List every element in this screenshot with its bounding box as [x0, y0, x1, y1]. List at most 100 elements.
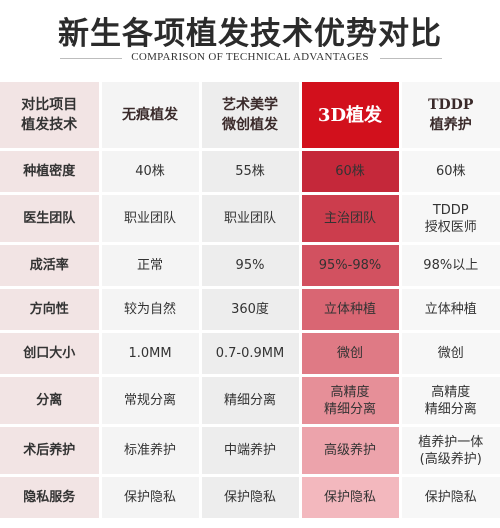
subtitle-rule-right: [380, 58, 442, 59]
cell-line: 98%以上: [423, 258, 479, 273]
cell-line: 60株: [335, 164, 365, 179]
row-label: 分离: [0, 375, 102, 427]
cell-3d: 立体种植: [300, 287, 402, 333]
cell-line: 授权医师: [424, 219, 477, 235]
cell-wuhen: 1.0MM: [100, 331, 202, 377]
cell-wuhen: 40株: [100, 149, 202, 195]
header-col-wuhen: 无痕植发: [100, 82, 202, 151]
table-row: 种植密度 40株 55株 60株 60株: [0, 149, 500, 195]
row-label: 方向性: [0, 287, 102, 333]
cell-wuhen: 标准养护: [100, 425, 202, 477]
table-row: 创口大小 1.0MM 0.7-0.9MM 微创 微创: [0, 331, 500, 377]
cell-3d: 95%-98%: [300, 243, 402, 289]
cell-3d: 微创: [300, 331, 402, 377]
header-label-cell: 对比项目 植发技术: [0, 82, 102, 151]
cell-yishu: 360度: [200, 287, 302, 333]
table-row: 分离 常规分离 精细分离 高精度 精细分离 高精度 精细分离: [0, 375, 500, 427]
cell-yishu: 保护隐私: [200, 475, 302, 521]
subtitle-rule-left: [60, 58, 122, 59]
cell-line: (高级养护): [419, 451, 482, 467]
cell-line: 标准养护: [123, 443, 176, 458]
cell-line: 主治团队: [323, 211, 376, 226]
table-row: 方向性 较为自然 360度 立体种植 立体种植: [0, 287, 500, 333]
header-col-tddp: TDDP 植养护: [400, 82, 500, 151]
cell-3d: 高级养护: [300, 425, 402, 477]
table-row: 成活率 正常 95% 95%-98% 98%以上: [0, 243, 500, 289]
cell-line: 保护隐私: [323, 490, 376, 505]
cell-wuhen: 保护隐私: [100, 475, 202, 521]
cell-line: TDDP: [428, 97, 474, 113]
subtitle-row: COMPARISON OF TECHNICAL ADVANTAGES: [0, 51, 500, 65]
cell-3d: 保护隐私: [300, 475, 402, 521]
cell-line: 艺术美学: [222, 97, 278, 113]
cell-line: 无痕植发: [122, 107, 178, 123]
cell-wuhen: 常规分离: [100, 375, 202, 427]
cell-line: 保护隐私: [424, 490, 477, 505]
cell-line: 植养护一体: [418, 434, 484, 450]
cell-line: 高精度: [431, 384, 471, 400]
cell-line: 0.7-0.9MM: [215, 346, 285, 361]
cell-line: 保护隐私: [223, 490, 276, 505]
cell-tddp: 保护隐私: [400, 475, 500, 521]
row-label: 医生团队: [0, 193, 102, 245]
row-label: 隐私服务: [0, 475, 102, 521]
cell-line: 对比项目: [21, 97, 78, 113]
cell-line: 高精度: [330, 384, 370, 400]
header-col-3d: 3D植发: [300, 82, 402, 151]
cell-line: 职业团队: [123, 211, 176, 226]
cell-line: 植发技术: [21, 117, 78, 133]
cell-wuhen: 职业团队: [100, 193, 202, 245]
cell-tddp: TDDP 授权医师: [400, 193, 500, 245]
table-row: 医生团队 职业团队 职业团队 主治团队 TDDP 授权医师: [0, 193, 500, 245]
cell-line: 植养护: [429, 117, 472, 133]
cell-tddp: 高精度 精细分离: [400, 375, 500, 427]
cell-line: 高级养护: [323, 443, 376, 458]
cell-wuhen: 正常: [100, 243, 202, 289]
cell-yishu: 95%: [200, 243, 302, 289]
cell-line: 微创: [336, 346, 363, 361]
cell-tddp: 98%以上: [400, 243, 500, 289]
cell-line: 精细分离: [323, 401, 376, 417]
row-label: 成活率: [0, 243, 102, 289]
cell-line: 精细分离: [223, 393, 276, 408]
cell-line: 常规分离: [123, 393, 176, 408]
cell-3d: 高精度 精细分离: [300, 375, 402, 427]
page-subtitle: COMPARISON OF TECHNICAL ADVANTAGES: [131, 51, 369, 63]
cell-line: 95%-98%: [318, 258, 382, 273]
cell-tddp: 微创: [400, 331, 500, 377]
row-label: 种植密度: [0, 149, 102, 195]
cell-line: 中端养护: [223, 443, 276, 458]
cell-line: 3D植发: [317, 104, 383, 126]
comparison-table: 对比项目植发技术 无痕植发 艺术美学微创植发 3D植发 TDDP 植养护种植密度 40株 55…: [0, 82, 500, 521]
cell-line: TDDP: [432, 202, 469, 218]
cell-line: 正常: [136, 258, 163, 273]
cell-line: 360度: [231, 302, 269, 317]
cell-yishu: 55株: [200, 149, 302, 195]
cell-line: 保护隐私: [123, 490, 176, 505]
cell-line: 40株: [135, 164, 165, 179]
row-label: 术后养护: [0, 425, 102, 477]
cell-yishu: 精细分离: [200, 375, 302, 427]
table-row: 隐私服务 保护隐私 保护隐私 保护隐私 保护隐私: [0, 475, 500, 521]
table-header-row: 对比项目植发技术 无痕植发 艺术美学微创植发 3D植发 TDDP 植养护: [0, 82, 500, 151]
table-row: 术后养护 标准养护 中端养护 高级养护 植养护一体 (高级养护): [0, 425, 500, 477]
cell-yishu: 职业团队: [200, 193, 302, 245]
header-col-yishu: 艺术美学 微创植发: [200, 82, 302, 151]
page-header: 新生各项植发技术优势对比 COMPARISON OF TECHNICAL ADV…: [0, 0, 500, 82]
cell-line: 立体种植: [323, 302, 376, 317]
cell-line: 60株: [435, 164, 466, 179]
cell-line: 95%: [235, 258, 265, 273]
cell-wuhen: 较为自然: [100, 287, 202, 333]
cell-tddp: 60株: [400, 149, 500, 195]
cell-yishu: 0.7-0.9MM: [200, 331, 302, 377]
row-label: 创口大小: [0, 331, 102, 377]
cell-line: 1.0MM: [128, 346, 172, 361]
cell-line: 职业团队: [223, 211, 276, 226]
cell-tddp: 立体种植: [400, 287, 500, 333]
cell-line: 精细分离: [424, 401, 477, 417]
cell-line: 微创植发: [222, 117, 278, 133]
cell-3d: 60株: [300, 149, 402, 195]
cell-line: 微创: [437, 346, 464, 361]
cell-tddp: 植养护一体 (高级养护): [400, 425, 500, 477]
cell-yishu: 中端养护: [200, 425, 302, 477]
